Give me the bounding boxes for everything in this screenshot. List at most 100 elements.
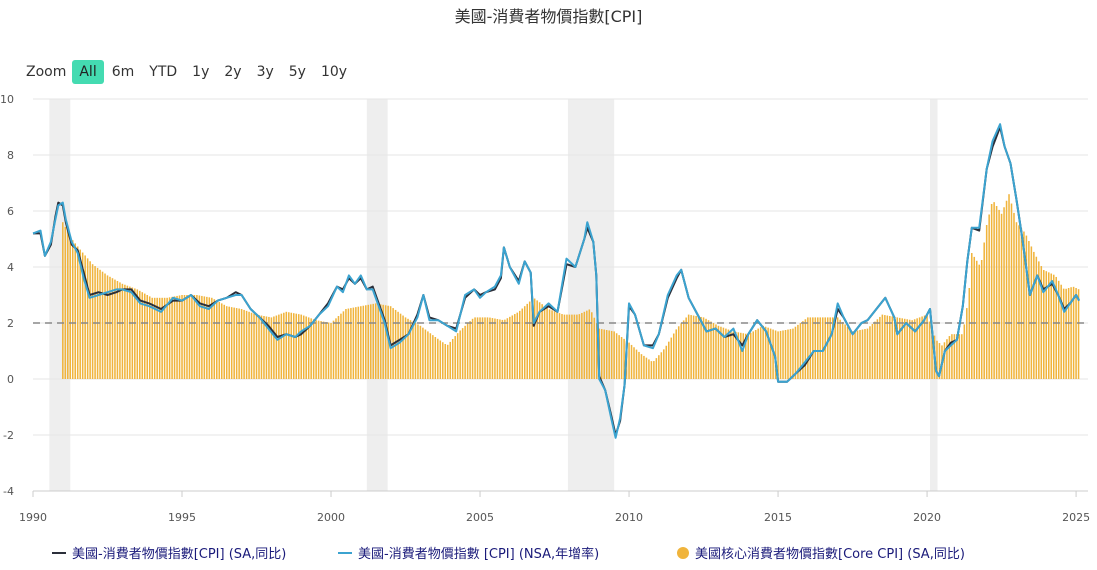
core-cpi-bar [121, 283, 124, 379]
core-cpi-bar [727, 329, 730, 379]
core-cpi-bar [86, 258, 89, 379]
core-cpi-bar [66, 231, 69, 379]
core-cpi-bar [581, 312, 583, 379]
core-cpi-bar [402, 315, 404, 379]
legend-line-icon [338, 551, 352, 554]
core-cpi-bar [419, 325, 422, 379]
core-cpi-bar [243, 309, 245, 379]
core-cpi-bar [437, 338, 439, 379]
core-cpi-bar [320, 321, 322, 379]
core-cpi-bar [871, 323, 874, 379]
core-cpi-bar [253, 313, 255, 379]
core-cpi-bar [146, 295, 149, 379]
zoom-button-2y[interactable]: 2y [224, 64, 242, 80]
core-cpi-bar [171, 296, 173, 379]
core-cpi-bar [1077, 289, 1080, 379]
core-cpi-bar [600, 329, 603, 379]
core-cpi-bar [211, 297, 213, 379]
legend-item-cpi-nsa[interactable]: 美國-消費者物價指數 [CPI] (NSA,年增率) [338, 543, 599, 562]
core-cpi-bar [372, 303, 375, 379]
zoom-button-5y[interactable]: 5y [288, 64, 306, 80]
core-cpi-bar [891, 316, 894, 379]
core-cpi-bar [297, 314, 300, 379]
core-cpi-bar [635, 349, 638, 379]
zoom-button-1y[interactable]: 1y [192, 64, 210, 80]
core-cpi-bar [680, 323, 682, 379]
core-cpi-bar [973, 256, 976, 379]
core-cpi-bar [238, 308, 240, 379]
core-cpi-bar [1065, 288, 1067, 379]
core-cpi-bar [759, 327, 762, 379]
core-cpi-bar [84, 255, 86, 379]
core-cpi-bar [206, 296, 208, 379]
core-cpi-bar [697, 316, 700, 379]
core-cpi-bar [181, 295, 183, 379]
core-cpi-bar [980, 260, 983, 379]
core-cpi-bar [250, 312, 253, 379]
zoom-button-all[interactable]: All [72, 60, 104, 84]
core-cpi-bar [119, 282, 121, 379]
core-cpi-bar [548, 309, 551, 379]
core-cpi-bar [444, 344, 447, 379]
core-cpi-bar [519, 310, 521, 379]
core-cpi-bar [220, 303, 223, 379]
core-cpi-bar [985, 225, 988, 379]
core-cpi-bar [501, 319, 504, 379]
core-cpi-bar [268, 316, 270, 379]
core-cpi-bar [722, 327, 725, 379]
core-cpi-bar [446, 344, 449, 379]
core-cpi-bar [630, 344, 633, 379]
y-tick-label: -2 [3, 429, 14, 442]
zoom-button-ytd[interactable]: YTD [149, 64, 178, 80]
zoom-button-6m[interactable]: 6m [111, 64, 135, 80]
core-cpi-bar [906, 319, 908, 379]
core-cpi-bar [556, 312, 558, 379]
core-cpi-bar [429, 333, 432, 379]
core-cpi-bar [290, 312, 293, 379]
core-cpi-bar [546, 307, 548, 379]
core-cpi-bar [81, 252, 84, 379]
core-cpi-bar [754, 330, 757, 379]
core-cpi-bar [566, 314, 568, 379]
core-cpi-bar [605, 330, 608, 379]
core-cpi-bar [1050, 273, 1053, 379]
core-cpi-bar [898, 317, 901, 379]
recession-band [567, 99, 615, 491]
legend-item-cpi-sa[interactable]: 美國-消費者物價指數[CPI] (SA,同比) [52, 543, 286, 562]
core-cpi-bar [317, 320, 320, 379]
core-cpi-bar [295, 313, 298, 379]
core-cpi-bar [310, 318, 312, 379]
core-cpi-bar [141, 292, 144, 379]
core-cpi-bar [387, 305, 389, 379]
core-cpi-bar [312, 319, 315, 379]
core-cpi-bar [844, 324, 846, 379]
core-cpi-bar [772, 329, 774, 379]
core-cpi-bar [705, 318, 707, 379]
core-cpi-bar [911, 320, 913, 379]
core-cpi-bar [953, 334, 956, 379]
zoom-button-3y[interactable]: 3y [256, 64, 274, 80]
core-cpi-bar [717, 325, 720, 379]
core-cpi-bar [273, 316, 275, 379]
core-cpi-bar [851, 331, 854, 379]
core-cpi-bar [610, 330, 613, 379]
core-cpi-bar [1005, 200, 1008, 379]
zoom-button-10y[interactable]: 10y [320, 64, 348, 80]
core-cpi-bar [608, 330, 610, 379]
core-cpi-bar [633, 347, 635, 379]
core-cpi-bar [1043, 270, 1045, 379]
legend-line-icon [52, 551, 66, 554]
core-cpi-bar [330, 323, 332, 379]
core-cpi-bar [384, 305, 387, 379]
core-cpi-bar [432, 335, 434, 379]
core-cpi-bar [804, 319, 807, 379]
core-cpi-bar [866, 328, 869, 379]
core-cpi-bar [836, 317, 839, 379]
core-cpi-bar [826, 317, 829, 379]
legend-item-core-cpi[interactable]: 美國核心消費者物價指數[Core CPI] (SA,同比) [677, 543, 965, 562]
x-tick-label: 1990 [19, 511, 47, 524]
core-cpi-bar [650, 361, 653, 379]
core-cpi-bar [687, 314, 690, 379]
core-cpi-bar [975, 260, 978, 379]
core-cpi-bar [571, 314, 573, 379]
